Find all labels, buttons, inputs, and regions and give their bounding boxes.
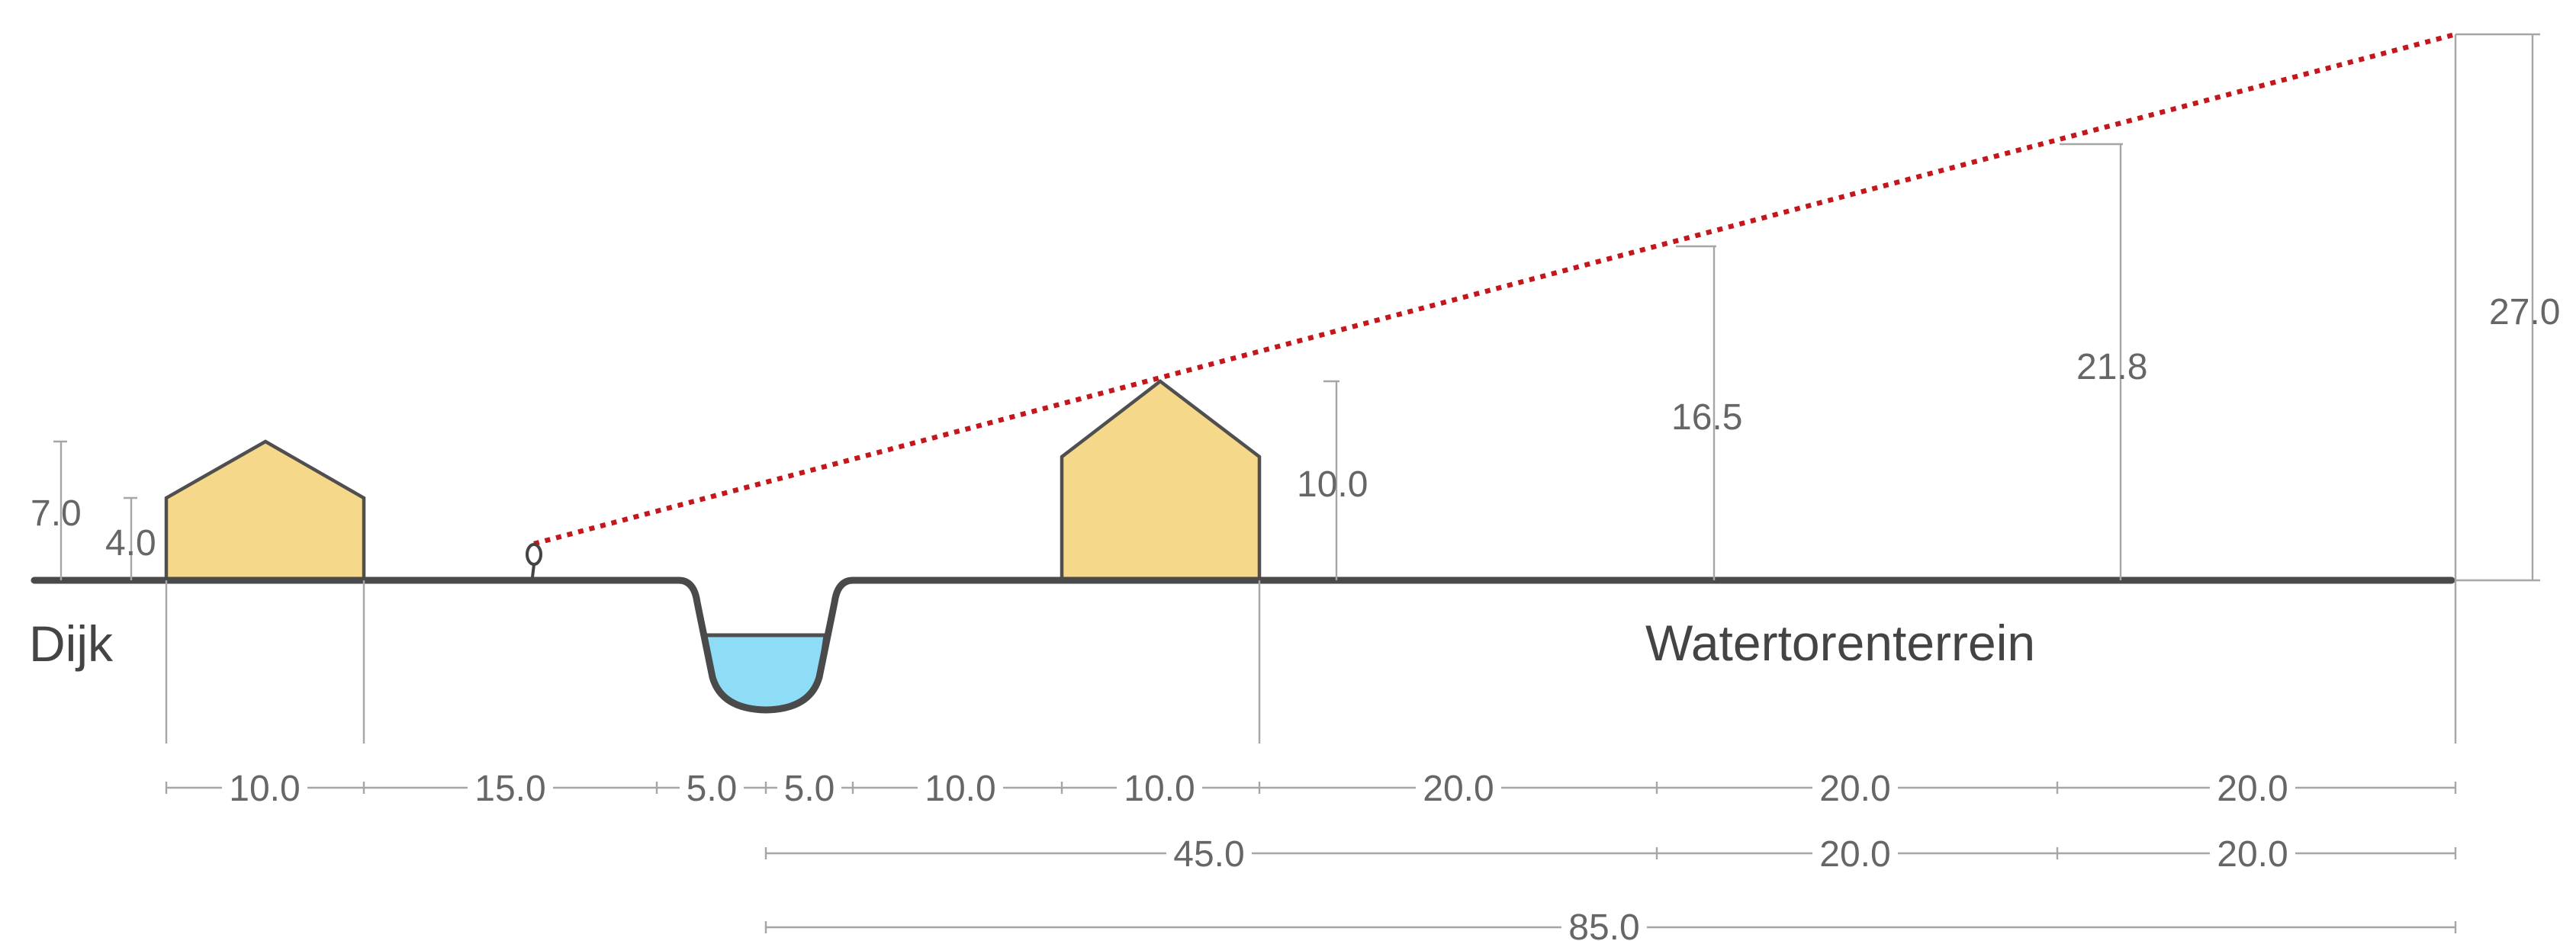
span-label: 20.0 <box>2217 834 2288 875</box>
observer-eye-icon <box>526 543 542 578</box>
height-label-10: 10.0 <box>1297 464 1368 505</box>
span-label: 20.0 <box>1819 834 1890 875</box>
span-label: 5.0 <box>687 769 738 809</box>
height-label-21-8: 21.8 <box>2076 347 2147 387</box>
span-label: 20.0 <box>1819 769 1890 809</box>
height-label-16-5: 16.5 <box>1671 397 1742 438</box>
span-label: 10.0 <box>229 769 300 809</box>
span-label: 5.0 <box>784 769 835 809</box>
house-2 <box>1060 379 1262 583</box>
dimension-row-1: 10.0 15.0 5.0 5.0 10.0 10.0 20.0 20.0 20… <box>165 769 2457 809</box>
span-label: 10.0 <box>925 769 995 809</box>
height-label-7: 7.0 <box>31 493 82 534</box>
span-label: 45.0 <box>1173 834 1244 875</box>
ground-line <box>31 576 2455 714</box>
span-label: 20.0 <box>2217 769 2288 809</box>
dimension-row-2: 45.0 20.0 20.0 <box>764 834 2457 875</box>
sight-line <box>533 31 2456 547</box>
span-label: 15.0 <box>474 769 545 809</box>
label-dijk: Dijk <box>29 615 114 672</box>
dimension-row-3: 85.0 <box>764 907 2457 941</box>
height-label-27: 27.0 <box>2489 292 2560 332</box>
dike-house <box>164 439 366 583</box>
label-watertorenterrein: Watertorenterrein <box>1645 615 2035 671</box>
height-label-4: 4.0 <box>105 523 156 564</box>
span-label: 20.0 <box>1423 769 1494 809</box>
span-label: 85.0 <box>1568 907 1639 941</box>
span-label: 10.0 <box>1124 769 1195 809</box>
